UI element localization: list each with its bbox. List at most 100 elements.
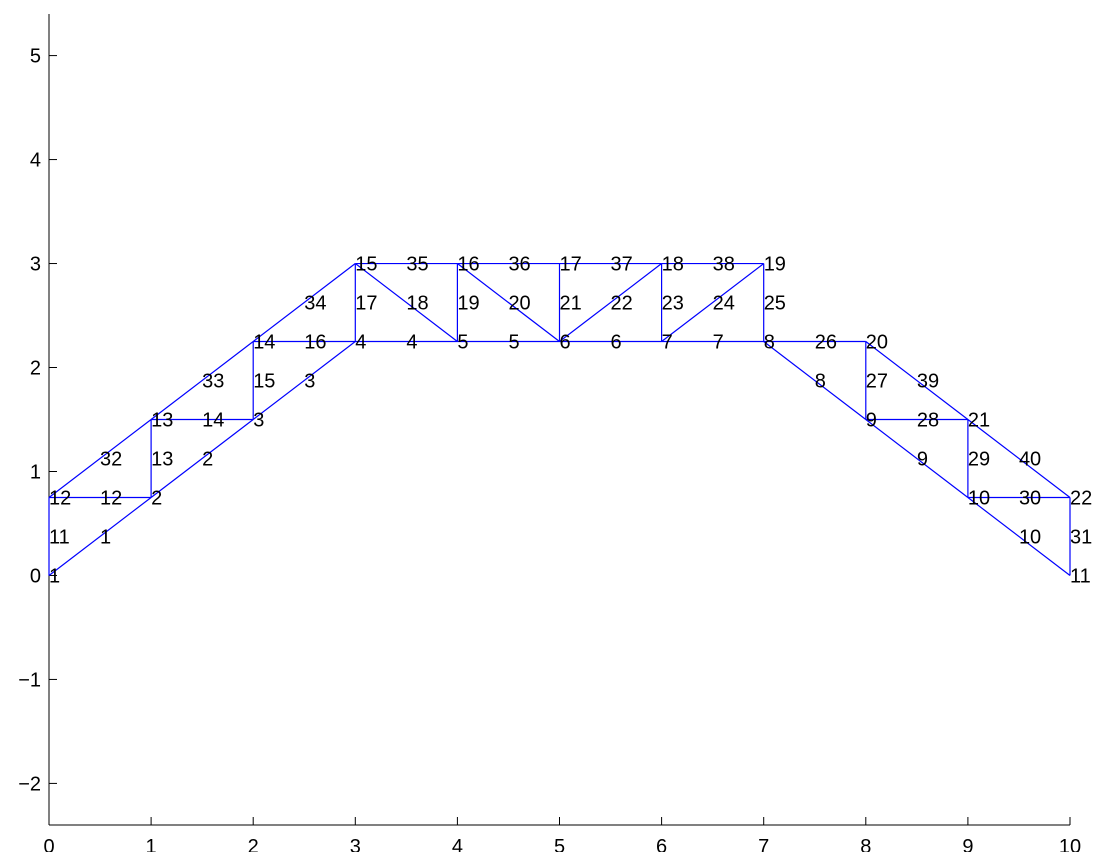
truss-member-9: [865, 419, 969, 498]
member-label: 34: [304, 293, 326, 315]
node-label: 1: [49, 565, 60, 587]
node-label: 2: [151, 487, 162, 509]
member-label: 30: [1019, 487, 1041, 509]
node-label: 13: [151, 410, 173, 432]
member-label: 13: [151, 448, 173, 470]
node-label: 11: [1070, 565, 1091, 587]
member-label: 35: [406, 254, 428, 276]
truss-member-24: [661, 263, 765, 342]
node-label: 12: [49, 487, 71, 509]
node-label: 16: [457, 254, 479, 276]
x-tick-label: 5: [554, 836, 565, 852]
node-label: 17: [560, 254, 582, 276]
y-tick-label: 4: [30, 150, 41, 172]
node-label: 5: [457, 332, 468, 354]
truss-member-39: [865, 341, 969, 420]
y-tick-label: 1: [30, 461, 41, 483]
member-label: 18: [406, 293, 428, 315]
node-label: 8: [764, 332, 775, 354]
truss-member-10: [967, 497, 1071, 576]
member-label: 4: [406, 332, 417, 354]
truss-member-32: [48, 419, 152, 498]
member-label: 23: [662, 293, 684, 315]
x-tick-label: 6: [656, 836, 667, 852]
y-tick-label: −1: [18, 669, 41, 691]
node-label: 7: [662, 332, 673, 354]
member-label: 9: [917, 448, 928, 470]
x-tick-label: 8: [860, 836, 871, 852]
x-ticks: 0 1 2 3 4 5 6 7 8 9 10: [43, 817, 1081, 852]
truss-member-33: [150, 341, 254, 420]
member-label: 28: [917, 410, 939, 432]
member-label: 2: [202, 448, 213, 470]
member-label: 36: [508, 254, 530, 276]
node-label: 19: [764, 254, 786, 276]
node-label: 22: [1070, 487, 1092, 509]
truss-member-20: [457, 263, 560, 342]
member-label: 32: [100, 448, 122, 470]
x-tick-label: 1: [146, 836, 157, 852]
truss-member-40: [967, 419, 1071, 498]
member-label: 27: [866, 371, 888, 393]
member-label: 26: [815, 332, 837, 354]
node-label: 10: [968, 487, 990, 509]
member-label: 22: [611, 293, 633, 315]
truss-members: [48, 262, 1071, 576]
x-tick-label: 10: [1059, 836, 1081, 852]
y-tick-label: 5: [30, 46, 41, 68]
node-label: 9: [866, 410, 877, 432]
truss-member-8: [763, 341, 867, 420]
member-label: 38: [713, 254, 735, 276]
member-label: 25: [764, 293, 786, 315]
y-tick-label: 0: [30, 565, 41, 587]
member-label: 20: [508, 293, 530, 315]
member-label: 15: [253, 371, 275, 393]
node-label: 15: [355, 254, 377, 276]
x-tick-label: 3: [350, 836, 361, 852]
member-label: 24: [713, 293, 735, 315]
node-label: 3: [253, 410, 264, 432]
member-label: 3: [304, 371, 315, 393]
member-label: 29: [968, 448, 990, 470]
member-label: 14: [202, 410, 224, 432]
node-label: 6: [560, 332, 571, 354]
x-tick-label: 7: [758, 836, 769, 852]
truss-member-18: [354, 263, 458, 342]
truss-member-34: [252, 263, 356, 342]
member-label: 1: [100, 526, 111, 548]
node-label: 20: [866, 332, 888, 354]
truss-member-3: [252, 341, 356, 420]
truss-member-2: [150, 419, 254, 498]
member-label: 37: [611, 254, 633, 276]
member-label: 8: [815, 371, 826, 393]
member-label: 12: [100, 487, 122, 509]
member-label: 17: [355, 293, 377, 315]
member-label: 11: [49, 526, 70, 548]
member-label: 6: [611, 332, 622, 354]
y-tick-label: 2: [30, 358, 41, 380]
x-tick-label: 4: [452, 836, 463, 852]
member-label: 33: [202, 371, 224, 393]
y-tick-label: −2: [18, 773, 41, 795]
member-label: 31: [1070, 526, 1092, 548]
member-label: 7: [713, 332, 724, 354]
member-label: 5: [508, 332, 519, 354]
truss-member-22: [559, 263, 662, 342]
member-label: 21: [560, 293, 582, 315]
member-label: 16: [304, 332, 326, 354]
x-tick-label: 9: [962, 836, 973, 852]
node-label: 14: [253, 332, 275, 354]
member-label: 40: [1019, 448, 1041, 470]
truss-member-1: [48, 497, 152, 576]
x-tick-label: 2: [248, 836, 259, 852]
y-tick-label: 3: [30, 254, 41, 276]
member-label: 39: [917, 371, 939, 393]
member-label: 10: [1019, 526, 1041, 548]
node-label: 21: [968, 410, 990, 432]
node-label: 18: [662, 254, 684, 276]
